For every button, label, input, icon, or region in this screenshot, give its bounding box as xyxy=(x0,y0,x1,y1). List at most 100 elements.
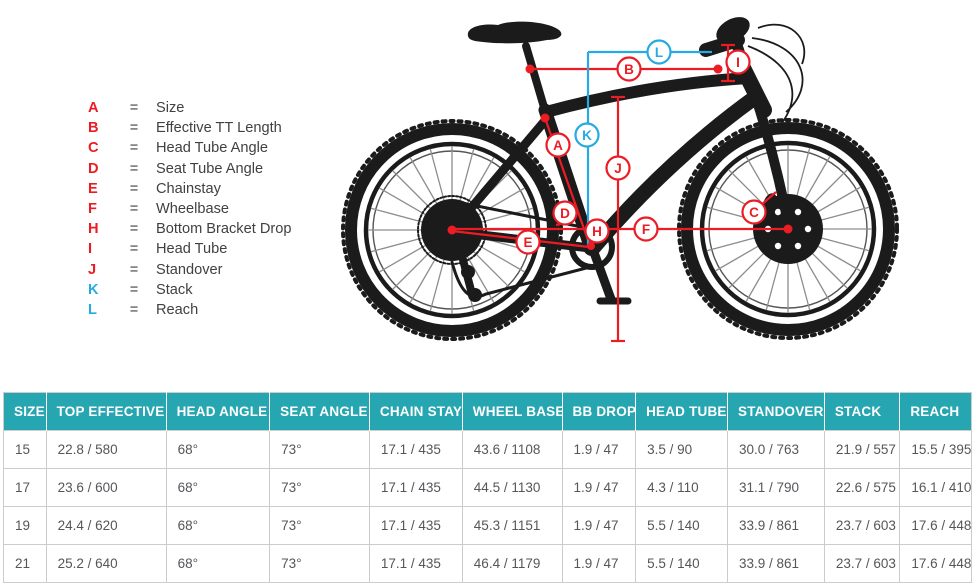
table-cell: 68° xyxy=(166,544,271,583)
table-row: 21 25.2 / 640 68° 73° 17.1 / 435 46.4 / 1179 1… xyxy=(3,544,972,583)
legend-equals: = xyxy=(129,180,139,197)
callout-F: F xyxy=(633,216,659,242)
table-row: 19 24.4 / 620 68° 73° 17.1 / 435 45.3 / 1151 1… xyxy=(3,506,972,545)
legend-label: Head Tube Angle xyxy=(156,140,268,157)
shift-cable xyxy=(747,45,794,135)
legend-label: Seat Tube Angle xyxy=(156,160,264,177)
legend-row: H = Bottom Bracket Drop xyxy=(88,219,338,239)
legend-letter: I xyxy=(88,241,93,258)
brake-cable xyxy=(751,37,804,113)
svg-text:D: D xyxy=(560,206,570,221)
legend-letter: K xyxy=(88,281,99,298)
column-header: TOP EFFECTIVE xyxy=(46,392,167,431)
svg-text:K: K xyxy=(582,128,592,143)
legend-equals: = xyxy=(129,261,139,278)
column-header: SEAT ANGLE xyxy=(269,392,370,431)
down-tube xyxy=(586,88,765,255)
table-cell: 73° xyxy=(269,468,370,507)
legend-equals: = xyxy=(129,221,139,238)
column-header: CHAIN STAY xyxy=(369,392,463,431)
bike-diagram-svg: A B C D E F H I J xyxy=(341,17,899,343)
table-cell: 15 xyxy=(3,430,47,469)
table-cell: 73° xyxy=(269,430,370,469)
table-cell: 17.6 / 448 xyxy=(899,544,972,583)
table-cell: 22.6 / 575 xyxy=(824,468,901,507)
table-cell: 23.6 / 600 xyxy=(46,468,167,507)
top-tube xyxy=(540,72,754,118)
saddle xyxy=(467,21,562,44)
table-cell: 23.7 / 603 xyxy=(824,544,901,583)
callout-I: I xyxy=(725,49,751,75)
legend-label: Standover xyxy=(156,261,223,278)
table-cell: 73° xyxy=(269,544,370,583)
legend-letter: B xyxy=(88,120,99,137)
fork xyxy=(751,93,794,233)
table-cell: 17.1 / 435 xyxy=(369,430,463,469)
legend-row: I = Head Tube xyxy=(88,239,338,259)
svg-text:E: E xyxy=(523,235,532,250)
table-row: 17 23.6 / 600 68° 73° 17.1 / 435 44.5 / 1130 1… xyxy=(3,468,972,507)
table-cell: 22.8 / 580 xyxy=(46,430,167,469)
callout-B: B xyxy=(616,56,642,82)
legend-label: Wheelbase xyxy=(156,200,230,217)
legend-equals: = xyxy=(129,100,139,116)
table-cell: 21 xyxy=(3,544,47,583)
legend-label: Stack xyxy=(156,281,193,298)
table-cell: 17 xyxy=(3,468,47,507)
geometry-table: SIZE TOP EFFECTIVE HEAD ANGLE SEAT ANGLE CHA… xyxy=(3,392,972,583)
legend-letter: E xyxy=(88,180,98,197)
legend-row: B = Effective TT Length xyxy=(88,118,338,138)
legend-equals: = xyxy=(129,241,139,258)
table-cell: 1.9 / 47 xyxy=(562,544,637,583)
column-header: WHEEL BASE xyxy=(462,392,563,431)
legend-letter: F xyxy=(88,200,97,217)
legend-row: L = Reach xyxy=(88,300,338,320)
legend-label: Bottom Bracket Drop xyxy=(156,221,292,238)
table-cell: 17.1 / 435 xyxy=(369,468,463,507)
legend-letter: C xyxy=(88,140,99,157)
svg-text:L: L xyxy=(655,45,663,60)
callout-K: K xyxy=(574,122,600,148)
table-cell: 5.5 / 140 xyxy=(635,506,729,545)
callout-J: J xyxy=(605,155,631,181)
table-cell: 1.9 / 47 xyxy=(562,430,637,469)
table-cell: 30.0 / 763 xyxy=(727,430,825,469)
legend-row: E = Chainstay xyxy=(88,179,338,199)
svg-text:B: B xyxy=(624,62,634,77)
svg-text:I: I xyxy=(736,55,740,70)
column-header: STACK xyxy=(824,392,901,431)
geometry-table-wrap: SIZE TOP EFFECTIVE HEAD ANGLE SEAT ANGLE CHA… xyxy=(3,392,972,583)
brake-cable-2 xyxy=(757,23,806,65)
table-cell: 4.3 / 110 xyxy=(635,468,729,507)
callout-E: E xyxy=(515,229,541,255)
legend-label: Chainstay xyxy=(156,180,221,197)
table-cell: 45.3 / 1151 xyxy=(462,506,563,545)
table-cell: 1.9 / 47 xyxy=(562,468,637,507)
legend-equals: = xyxy=(129,281,139,298)
table-cell: 33.9 / 861 xyxy=(727,544,825,583)
table-cell: 43.6 / 1108 xyxy=(462,430,563,469)
svg-text:F: F xyxy=(642,222,650,237)
table-row: 15 22.8 / 580 68° 73° 17.1 / 435 43.6 / 1108 1… xyxy=(3,430,972,469)
table-cell: 68° xyxy=(166,468,271,507)
legend-row: J = Standover xyxy=(88,260,338,280)
table-cell: 31.1 / 790 xyxy=(727,468,825,507)
seatpost xyxy=(522,42,550,118)
table-cell: 46.4 / 1179 xyxy=(462,544,563,583)
column-header: HEAD ANGLE xyxy=(166,392,271,431)
column-header: STANDOVER xyxy=(727,392,825,431)
legend-letter: J xyxy=(88,261,97,278)
legend-letter: A xyxy=(88,100,99,116)
legend-row: K = Stack xyxy=(88,280,338,300)
table-cell: 44.5 / 1130 xyxy=(462,468,563,507)
callout-D: D xyxy=(552,200,578,226)
table-cell: 16.1 / 410 xyxy=(899,468,972,507)
geometry-diagram: A B C D E F H I J xyxy=(88,17,899,343)
column-header: SIZE xyxy=(3,392,47,431)
callout-A: A xyxy=(545,132,571,158)
legend-label: Head Tube xyxy=(156,241,228,258)
column-header: BB DROP xyxy=(562,392,637,431)
table-header-row: SIZE TOP EFFECTIVE HEAD ANGLE SEAT ANGLE CHA… xyxy=(3,392,972,431)
table-cell: 21.9 / 557 xyxy=(824,430,901,469)
